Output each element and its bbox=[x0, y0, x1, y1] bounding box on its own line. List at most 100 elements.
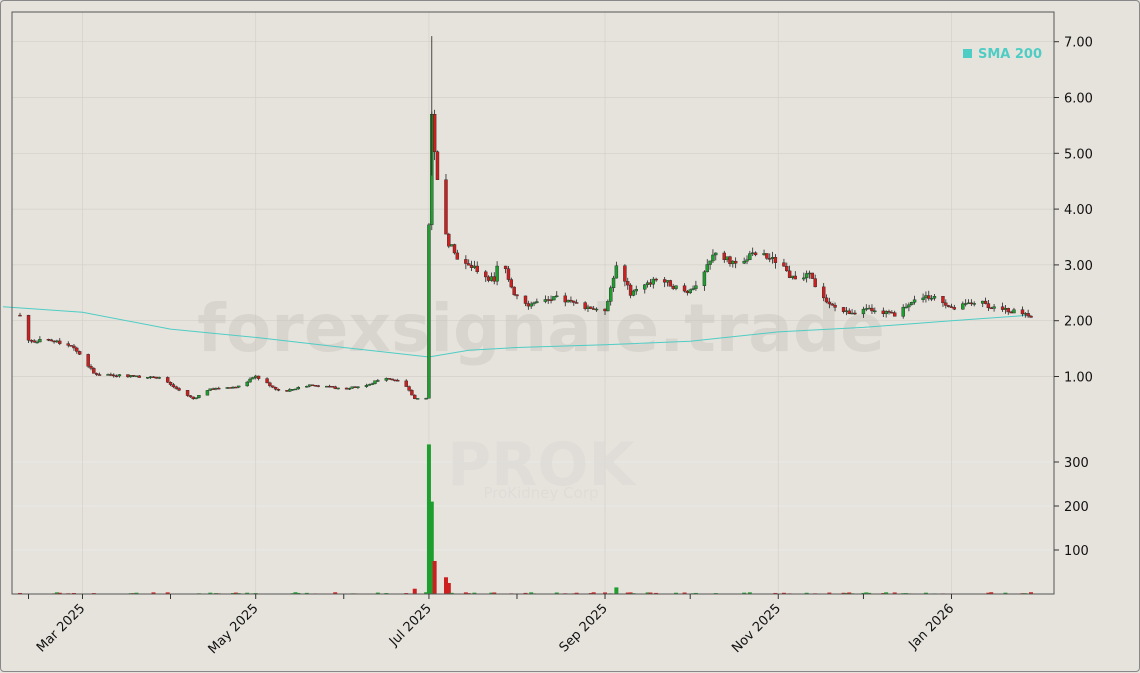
candle-body bbox=[55, 341, 58, 342]
candle-body bbox=[155, 377, 158, 378]
candle-body bbox=[214, 388, 217, 389]
candle-body bbox=[246, 382, 249, 386]
volume-tick-label: 200 bbox=[1064, 500, 1089, 515]
candle-body bbox=[609, 288, 612, 302]
candle-body bbox=[456, 253, 459, 259]
candle-body bbox=[569, 300, 572, 301]
candle-body bbox=[294, 389, 297, 390]
price-tick-label: 5.00 bbox=[1064, 147, 1093, 162]
candle-body bbox=[550, 300, 553, 301]
candle-body bbox=[927, 296, 930, 299]
candle-body bbox=[703, 272, 706, 286]
candle-body bbox=[217, 388, 220, 389]
candle-body bbox=[328, 386, 331, 387]
candle-body bbox=[496, 266, 499, 281]
candle-body bbox=[746, 260, 749, 261]
candle-body bbox=[924, 296, 927, 298]
candle-body bbox=[433, 114, 436, 152]
candle-body bbox=[107, 374, 110, 375]
candle-body bbox=[33, 341, 36, 342]
candle-body bbox=[535, 302, 538, 303]
candle-body bbox=[274, 387, 277, 389]
x-tick-label: Sep 2025 bbox=[557, 601, 611, 655]
candle-body bbox=[109, 374, 112, 375]
candle-body bbox=[771, 257, 774, 258]
candle-body bbox=[70, 345, 73, 346]
candle-body bbox=[1021, 310, 1024, 314]
candle-body bbox=[530, 304, 533, 306]
candle-body bbox=[453, 244, 456, 252]
candle-body bbox=[870, 308, 873, 311]
candle-body bbox=[266, 379, 269, 383]
legend-swatch bbox=[963, 49, 972, 58]
candle-body bbox=[910, 302, 913, 304]
candle-body bbox=[467, 264, 470, 266]
candle-body bbox=[112, 375, 115, 376]
candle-body bbox=[337, 388, 340, 389]
candle-body bbox=[229, 387, 232, 388]
candle-body bbox=[513, 287, 516, 295]
candle-body bbox=[186, 390, 189, 395]
candle-body bbox=[592, 309, 595, 310]
site-watermark: forexsignale.trade bbox=[197, 290, 885, 367]
x-tick-label: Mar 2025 bbox=[34, 601, 88, 655]
candle-body bbox=[470, 265, 473, 267]
candle-body bbox=[666, 280, 669, 282]
candle-body bbox=[533, 303, 536, 304]
candle-body bbox=[36, 342, 39, 343]
candle-body bbox=[527, 303, 530, 306]
candle-body bbox=[268, 383, 271, 386]
candle-body bbox=[1001, 307, 1004, 310]
volume-bar bbox=[413, 589, 417, 594]
candle-body bbox=[1010, 312, 1013, 313]
candle-body bbox=[615, 266, 618, 278]
candle-body bbox=[743, 261, 746, 263]
candle-body bbox=[865, 308, 868, 309]
candle-body bbox=[126, 375, 129, 377]
candle-body bbox=[805, 274, 808, 278]
candle-body bbox=[385, 378, 388, 380]
candle-body bbox=[115, 376, 118, 377]
candle-body bbox=[572, 301, 575, 303]
volume-bar bbox=[614, 587, 618, 594]
price-tick-label: 6.00 bbox=[1064, 92, 1093, 107]
candle-body bbox=[643, 285, 646, 289]
candle-body bbox=[334, 387, 337, 389]
legend-label: SMA 200 bbox=[978, 47, 1042, 62]
candle-body bbox=[970, 303, 973, 304]
candle-body bbox=[626, 281, 629, 285]
candle-body bbox=[692, 289, 695, 290]
candle-body bbox=[941, 296, 944, 303]
candle-body bbox=[67, 344, 70, 346]
candle-body bbox=[146, 377, 149, 378]
candle-body bbox=[930, 298, 933, 299]
candle-body bbox=[305, 386, 308, 387]
candle-body bbox=[152, 377, 155, 378]
candle-body bbox=[595, 309, 598, 310]
candle-body bbox=[206, 390, 209, 395]
candle-body bbox=[95, 373, 98, 374]
candle-body bbox=[226, 387, 229, 388]
candle-body bbox=[405, 381, 408, 387]
candle-body bbox=[209, 389, 212, 391]
candle-body bbox=[825, 298, 828, 302]
candle-body bbox=[317, 386, 320, 387]
candle-body bbox=[950, 307, 953, 308]
candle-body bbox=[314, 385, 317, 386]
candle-body bbox=[552, 296, 555, 300]
candle-body bbox=[427, 225, 430, 398]
candle-body bbox=[425, 398, 428, 399]
candle-body bbox=[623, 266, 626, 282]
candle-body bbox=[476, 266, 479, 272]
candle-body bbox=[785, 266, 788, 271]
price-tick-label: 2.00 bbox=[1064, 315, 1093, 330]
candle-body bbox=[87, 354, 90, 366]
candle-body bbox=[726, 257, 729, 260]
candle-body bbox=[851, 313, 854, 314]
candle-body bbox=[135, 376, 138, 377]
candle-body bbox=[586, 307, 589, 309]
candle-body bbox=[271, 386, 274, 387]
candle-body bbox=[782, 263, 785, 267]
candle-body bbox=[47, 339, 50, 340]
